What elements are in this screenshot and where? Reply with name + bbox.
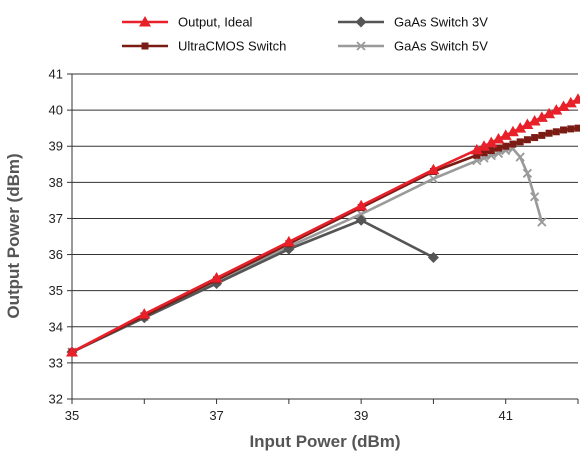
gridlines [72,73,578,400]
point-output-ideal [478,140,491,151]
point-output-ideal [138,308,151,319]
point-output-ideal [485,136,498,148]
point-output-ideal [514,122,527,133]
point-output-ideal [499,129,512,140]
legend-label: GaAs Switch 3V [394,15,488,30]
point-output-ideal [564,96,577,108]
point-ultracmos-switch [552,128,560,136]
legend: Output, Ideal UltraCMOS Switch GaAs Switch… [122,15,488,54]
point-ultracmos-switch [502,142,510,150]
point-ultracmos-switch [523,136,531,144]
series-output-ideal [66,93,580,357]
point-ultracmos-switch [538,131,546,139]
point-gaas-switch-5v [428,174,439,184]
y-tick-label: 33 [49,355,63,370]
x-tick-label: 35 [65,408,79,423]
point-ultracmos-switch [545,129,553,137]
point-ultracmos-switch [560,126,568,134]
point-ultracmos-switch [487,147,495,155]
point-output-ideal [506,125,519,137]
y-tick-label: 39 [49,139,63,154]
axes [67,73,579,404]
point-output-ideal [557,100,570,111]
point-gaas-switch-3v [427,251,439,263]
point-output-ideal [492,133,505,144]
x-tick-label: 41 [498,408,512,423]
point-ultracmos-switch [567,125,575,133]
point-output-ideal [550,104,563,115]
legend-item-gaas-switch-3v: GaAs Switch 3V [338,15,488,30]
point-ultracmos-switch [509,140,517,148]
point-ultracmos-switch [473,151,481,159]
point-gaas-switch-5v [522,168,533,178]
x-tick-label: 37 [209,408,223,423]
legend-item-output-ideal: Output, Ideal [122,15,253,30]
x-tick-label: 39 [354,408,368,423]
point-output-ideal [66,346,78,357]
point-gaas-switch-5v [529,192,540,202]
point-output-ideal [210,272,223,283]
point-ultracmos-switch [531,134,539,142]
plot-area [72,74,578,399]
point-ultracmos-switch [480,149,488,157]
tick-labels: 32 33 34 35 36 37 38 39 40 41 35 37 39 41 [49,67,513,424]
x-axis-title: Input Power (dBm) [249,432,400,451]
y-tick-label: 34 [49,319,63,334]
point-output-ideal [427,163,440,175]
point-output-ideal [543,107,556,119]
y-axis-title: Output Power (dBm) [4,153,23,318]
legend-item-gaas-switch-5v: GaAs Switch 5V [338,39,488,54]
legend-label: UltraCMOS Switch [178,39,286,54]
y-tick-label: 36 [49,247,63,262]
point-output-ideal [470,143,483,155]
series-group [66,93,580,358]
y-tick-label: 40 [49,103,63,118]
series-line-gaas-switch-5v [71,147,544,354]
point-output-ideal [355,199,368,211]
point-output-ideal [572,93,580,104]
legend-swatch-marker [355,16,367,28]
y-tick-label: 37 [49,211,63,226]
point-gaas-switch-3v [355,214,367,226]
point-gaas-switch-5v [515,152,525,162]
point-output-ideal [535,111,548,122]
point-ultracmos-switch [516,138,524,146]
legend-swatch-marker [141,42,149,50]
point-ultracmos-switch [494,144,502,152]
point-gaas-switch-5v [356,209,366,219]
series-line-gaas-switch-3v [71,218,435,354]
y-tick-label: 32 [49,392,63,407]
point-output-ideal [282,235,295,247]
point-output-ideal [528,114,541,126]
legend-item-ultracmos-switch: UltraCMOS Switch [122,39,286,54]
y-tick-label: 41 [49,67,63,82]
point-output-ideal [521,118,534,130]
legend-label: Output, Ideal [178,15,253,30]
legend-swatch-marker [356,41,366,51]
y-tick-label: 38 [49,175,63,190]
point-gaas-switch-5v [537,217,547,227]
point-ultracmos-switch [574,124,580,132]
legend-swatch-marker [139,16,151,27]
legend-label: GaAs Switch 5V [394,39,488,54]
y-tick-label: 35 [49,283,63,298]
